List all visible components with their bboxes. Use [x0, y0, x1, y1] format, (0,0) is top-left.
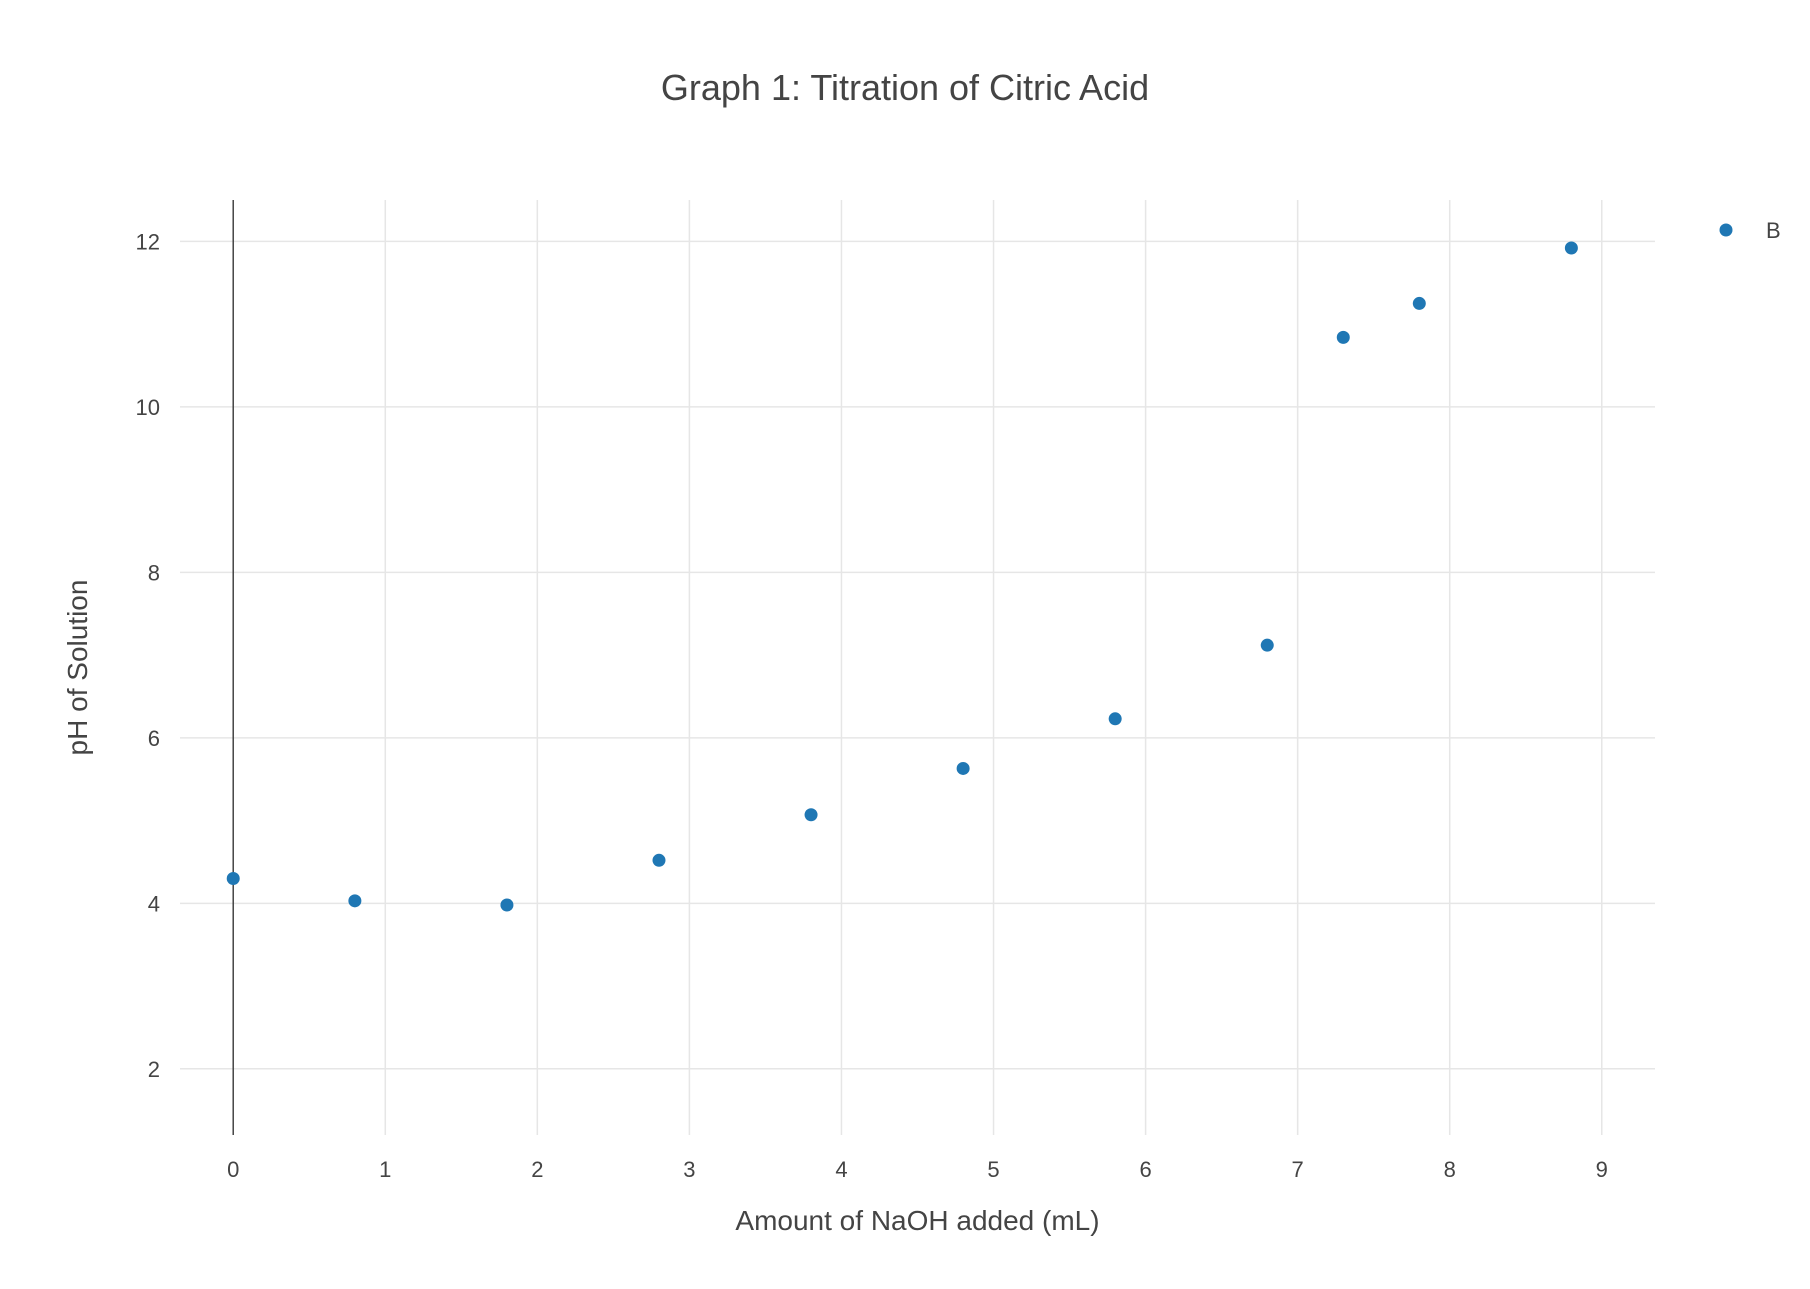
data-point[interactable] [348, 894, 362, 908]
legend-label: B [1766, 218, 1781, 243]
x-tick-label: 3 [683, 1157, 695, 1182]
y-tick-label: 2 [148, 1057, 160, 1082]
x-tick-label: 8 [1444, 1157, 1456, 1182]
legend[interactable]: B [1719, 218, 1781, 243]
data-point[interactable] [1336, 330, 1350, 344]
y-axis-title: pH of Solution [62, 580, 93, 756]
chart-title: Graph 1: Titration of Citric Acid [661, 67, 1149, 108]
data-point[interactable] [1108, 712, 1122, 726]
data-point[interactable] [1412, 296, 1426, 310]
y-tick-label: 8 [148, 560, 160, 585]
data-point[interactable] [226, 871, 240, 885]
data-point[interactable] [1564, 241, 1578, 255]
x-tick-label: 2 [531, 1157, 543, 1182]
x-tick-label: 0 [227, 1157, 239, 1182]
data-points [226, 241, 1578, 912]
y-tick-label: 6 [148, 726, 160, 751]
data-point[interactable] [956, 761, 970, 775]
data-point[interactable] [1260, 638, 1274, 652]
x-tick-label: 6 [1139, 1157, 1151, 1182]
x-tick-label: 5 [987, 1157, 999, 1182]
legend-marker-icon [1719, 223, 1733, 237]
data-point[interactable] [652, 853, 666, 867]
y-tick-label: 10 [136, 395, 160, 420]
data-point[interactable] [500, 898, 514, 912]
data-point[interactable] [804, 808, 818, 822]
x-axis-title: Amount of NaOH added (mL) [735, 1205, 1099, 1236]
grid [180, 200, 1655, 1135]
y-tick-label: 12 [136, 229, 160, 254]
x-tick-label: 1 [379, 1157, 391, 1182]
y-tick-label: 4 [148, 891, 160, 916]
x-tick-label: 9 [1596, 1157, 1608, 1182]
x-tick-label: 4 [835, 1157, 847, 1182]
x-tick-label: 7 [1292, 1157, 1304, 1182]
